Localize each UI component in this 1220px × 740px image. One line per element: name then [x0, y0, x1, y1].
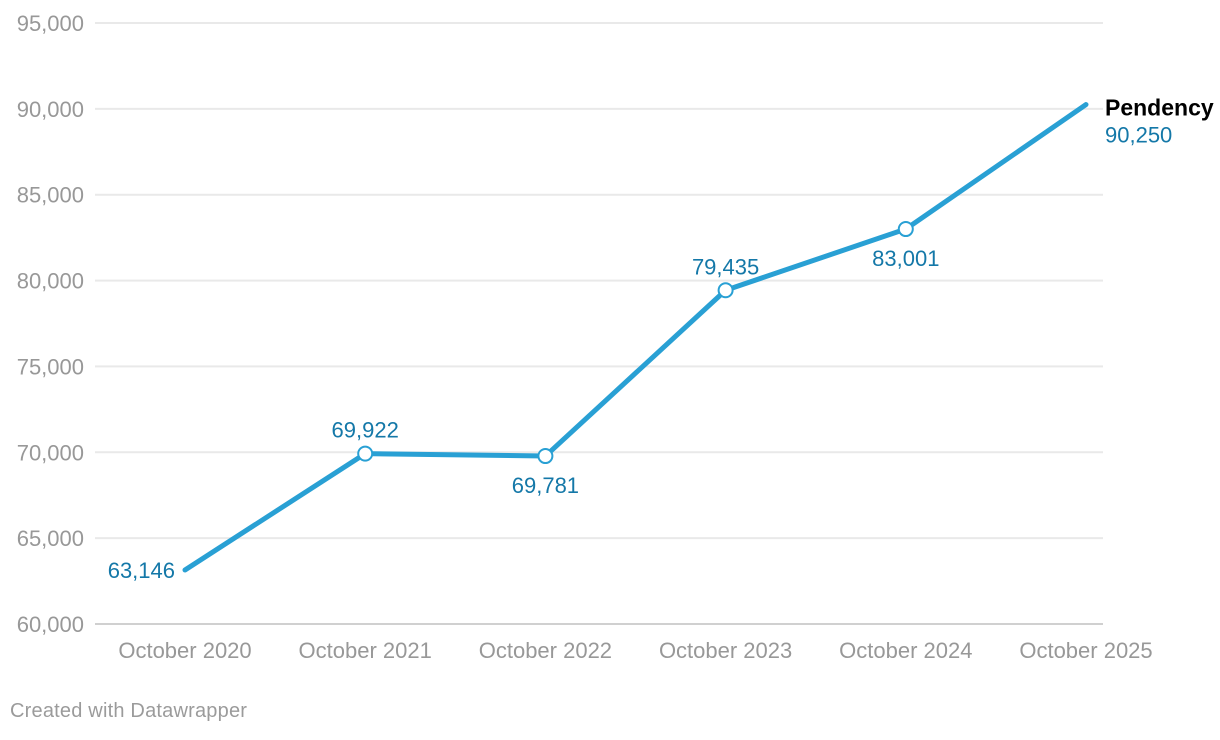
x-axis-tick-label: October 2025 — [1019, 638, 1152, 663]
data-point-marker[interactable] — [717, 282, 734, 299]
value-label: 63,146 — [108, 558, 175, 583]
data-point-marker[interactable] — [537, 448, 554, 465]
value-label: 69,922 — [332, 418, 399, 443]
data-point-marker[interactable] — [357, 445, 374, 462]
y-axis-tick-label: 90,000 — [17, 97, 84, 122]
y-axis-tick-label: 95,000 — [17, 11, 84, 36]
y-axis-tick-label: 70,000 — [17, 440, 84, 465]
value-label: 79,435 — [692, 254, 759, 279]
pendency-line[interactable] — [182, 102, 1089, 573]
series-end-value: 90,250 — [1105, 123, 1172, 148]
series-label: Pendency — [1105, 95, 1214, 121]
x-axis-tick-label: October 2024 — [839, 638, 972, 663]
x-axis-tick-label: October 2022 — [479, 638, 612, 663]
y-axis-tick-label: 75,000 — [17, 354, 84, 379]
y-axis-tick-label: 65,000 — [17, 526, 84, 551]
attribution: Created with Datawrapper — [10, 700, 248, 722]
x-axis-tick-label: October 2020 — [118, 638, 251, 663]
x-axis-tick-label: October 2023 — [659, 638, 792, 663]
value-label: 69,781 — [512, 473, 579, 498]
y-axis-tick-label: 60,000 — [17, 612, 84, 637]
data-point-marker[interactable] — [897, 221, 914, 238]
x-axis-tick-label: October 2021 — [299, 638, 432, 663]
y-axis-tick-label: 80,000 — [17, 269, 84, 294]
y-axis-tick-label: 85,000 — [17, 183, 84, 208]
value-label: 83,001 — [872, 246, 939, 271]
